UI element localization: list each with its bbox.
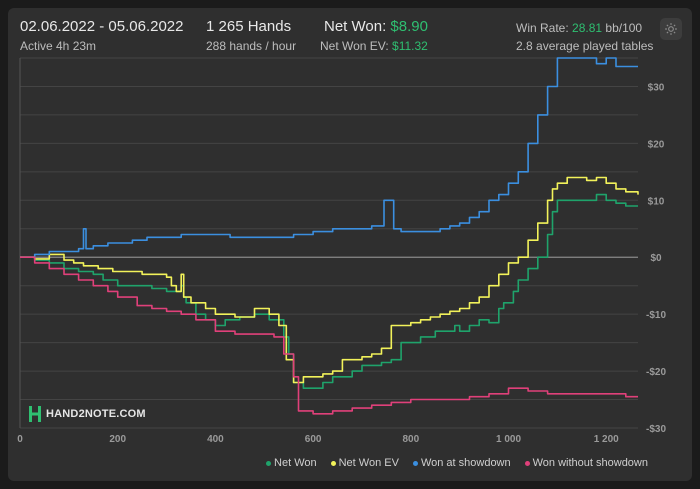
x-axis-ticks: 0 200 400 600 800 1 000 1 200 [17,434,619,445]
y-tick-label: -$10 [646,310,666,321]
hand2note-logo: HAND2NOTE.COM [28,405,146,423]
hands-count: 1 265 Hands [206,18,292,35]
x-tick-label: 1 200 [594,434,619,445]
y-axis-ticks: $30 $20 $10 $0 -$10 -$20 -$30 [646,82,666,435]
x-tick-label: 1 000 [496,434,521,445]
net-won-ev-value: $11.32 [392,39,428,53]
active-time: Active 4h 23m [20,39,97,53]
y-tick-label: $0 [650,253,662,264]
date-range: 02.06.2022 - 05.06.2022 [20,18,184,35]
x-tick-label: 200 [109,434,126,445]
x-tick-label: 800 [402,434,419,445]
series-line-won-at-showdown [20,57,638,258]
legend-dot [330,460,336,466]
win-rate-value: 28.81 [572,21,603,35]
y-tick-label: -$30 [646,424,666,435]
gear-icon [665,23,677,35]
net-won-ev: Net Won EV: $11.32 [320,39,428,53]
net-won-value: $8.90 [390,18,428,35]
legend-dot [524,460,530,466]
hands-rate: 288 hands / hour [206,39,297,53]
hand2note-logo-icon [28,405,42,423]
series-line-net-won [20,193,638,389]
settings-button[interactable] [660,18,682,40]
y-tick-label: -$20 [646,367,666,378]
legend-label: Net Won [274,457,317,469]
series-line-won-without-showdown [20,256,638,415]
net-won-ev-label: Net Won EV: [320,39,389,53]
legend-label: Net Won EV [338,457,399,469]
y-tick-label: $30 [648,82,665,93]
y-tick-label: $20 [648,139,665,150]
legend-label: Won without showdown [532,457,648,469]
y-tick-label: $10 [648,196,665,207]
x-tick-label: 600 [305,434,322,445]
chart-legend: Net Won Net Won EV Won at showdown Won w… [266,457,648,469]
series-line-net-won-ev [20,176,639,384]
average-tables: 2.8 average played tables [516,39,654,53]
win-rate-label: Win Rate: [516,21,569,35]
legend-label: Won at showdown [420,457,511,469]
win-rate: Win Rate: 28.81 bb/100 [516,21,642,35]
graph-panel: 02.06.2022 - 05.06.2022 1 265 Hands Net … [8,8,692,481]
net-won-label: Net Won: [324,18,387,35]
legend-dot [266,460,272,466]
profit-chart: $30 $20 $10 $0 -$10 -$20 -$30 0 200 400 600 800 1 0… [17,57,666,445]
x-tick-label: 400 [207,434,224,445]
series-lines [20,57,639,415]
legend-dot [412,460,418,466]
net-won: Net Won: $8.90 [324,18,428,35]
legend-won-at-showdown[interactable]: Won at showdown [412,457,511,469]
legend-won-without-showdown[interactable]: Won without showdown [524,457,648,469]
legend-net-won[interactable]: Net Won [266,457,317,469]
legend-net-won-ev[interactable]: Net Won EV [330,457,399,469]
logo-text: HAND2NOTE.COM [46,408,146,420]
win-rate-unit: bb/100 [605,21,643,35]
x-tick-label: 0 [17,434,23,445]
